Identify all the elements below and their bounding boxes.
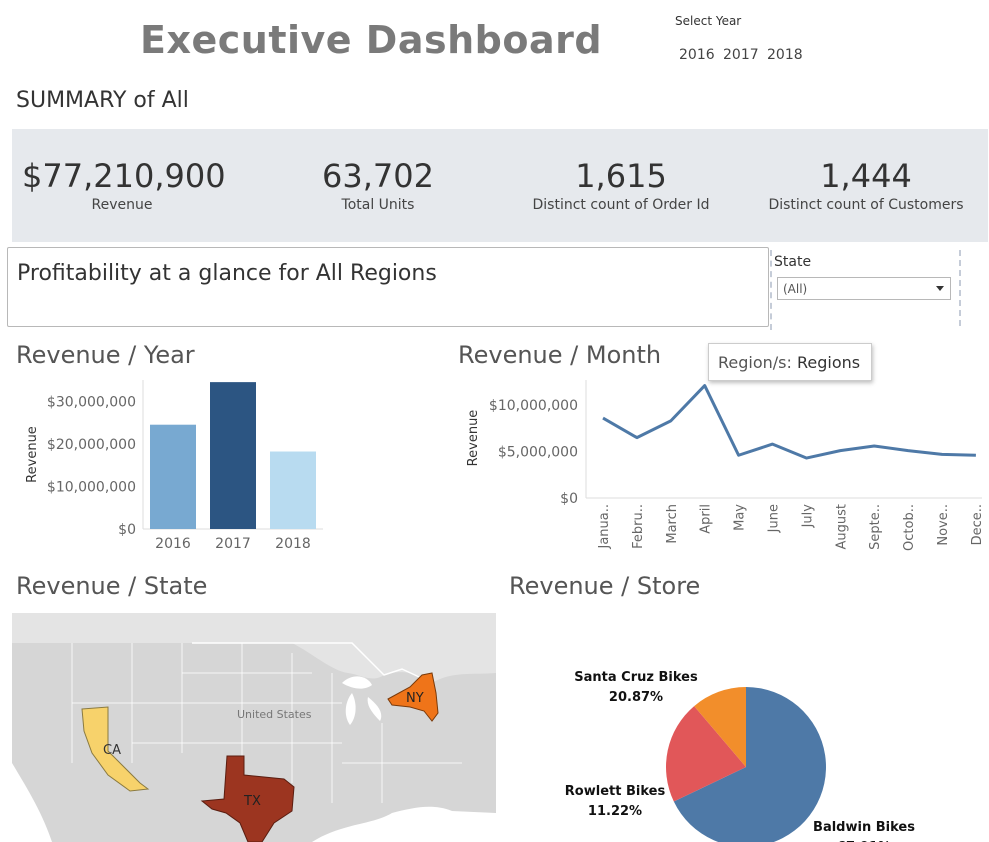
state-ny[interactable] [387, 672, 439, 722]
bar-2016[interactable] [150, 424, 196, 529]
pie-slice-rowlett-bikes[interactable] [694, 687, 746, 767]
x-tick-label: July [800, 504, 815, 529]
kpi-value: 1,444 [820, 157, 912, 195]
x-tick-label: May [733, 504, 748, 531]
state-ca[interactable] [81, 706, 150, 792]
tooltip-prefix: Region/s: [718, 353, 792, 372]
bar-2017[interactable] [210, 382, 256, 529]
kpi-label: Distinct count of Order Id [532, 197, 710, 213]
divider [770, 250, 772, 330]
revenue-year-chart: $0 $10,000,000 $20,000,000 $30,000,000 Reven… [25, 380, 323, 552]
revenue-state-map[interactable]: United States CA TX NY [12, 613, 496, 842]
year-filter-label: Select Year [675, 14, 742, 28]
revenue-line[interactable] [602, 384, 976, 460]
divider [959, 250, 961, 326]
revenue-store-pie: Santa Cruz Bikes 20.87% Rowlett Bikes 11.22… [565, 670, 915, 842]
kpi-total-units: 63,702 Total Units [278, 157, 478, 213]
y-tick-label: $20,000,000 [47, 437, 136, 453]
x-tick-label: Dece.. [970, 504, 985, 545]
kpi-value: $77,210,900 [22, 157, 226, 195]
kpi-value: 63,702 [322, 157, 434, 195]
x-tick-label: 2018 [275, 536, 311, 552]
y-axis-label: Revenue [466, 410, 481, 467]
y-tick-label: $10,000,000 [489, 398, 578, 414]
state-label-tx: TX [243, 794, 261, 809]
year-option-2018[interactable]: 2018 [767, 47, 803, 63]
lake [342, 676, 372, 689]
gulf [312, 806, 496, 842]
pie-label: Baldwin Bikes [813, 820, 915, 835]
kpi-value: 1,615 [575, 157, 667, 195]
y-tick-label: $0 [560, 491, 578, 507]
pie-slice-santa-cruz-bikes[interactable] [666, 706, 746, 802]
state-dropdown[interactable]: (All) [777, 277, 951, 300]
x-tick-label: 2017 [215, 536, 251, 552]
year-option-2017[interactable]: 2017 [723, 47, 759, 63]
x-tick-label: March [665, 504, 680, 544]
kpi-label: Total Units [341, 197, 415, 213]
x-tick-label: Nove.. [936, 504, 951, 546]
y-tick-label: $30,000,000 [47, 394, 136, 410]
kpi-order-count: 1,615 Distinct count of Order Id [510, 157, 732, 213]
pacific [12, 763, 52, 842]
pie-label: Rowlett Bikes [565, 784, 666, 799]
x-tick-label: April [699, 504, 714, 534]
y-tick-label: $5,000,000 [498, 445, 578, 461]
state-label-ca: CA [103, 743, 121, 758]
pie-percent: 11.22% [588, 804, 642, 819]
lake [367, 697, 382, 721]
kpi-customer-count: 1,444 Distinct count of Customers [756, 157, 976, 213]
profitability-box: Profitability at a glance for All Region… [7, 247, 769, 327]
region-tooltip: Region/s: Regions [708, 343, 872, 381]
chevron-down-icon [936, 286, 944, 291]
page-title: Executive Dashboard [140, 18, 603, 62]
country-label: United States [237, 708, 312, 721]
revenue-state-title: Revenue / State [16, 572, 208, 600]
y-tick-label: $10,000,000 [47, 479, 136, 495]
border-line [192, 642, 433, 684]
bar-2018[interactable] [270, 451, 316, 529]
tooltip-value: Regions [796, 353, 861, 372]
kpi-revenue: $77,210,900 Revenue [22, 157, 226, 213]
x-tick-label: August [834, 504, 849, 550]
year-option-2016[interactable]: 2016 [679, 47, 715, 63]
state-tx[interactable] [200, 755, 295, 842]
lake [345, 693, 356, 725]
summary-title: SUMMARY of All [16, 88, 189, 113]
profitability-title: Profitability at a glance for All Region… [17, 261, 437, 286]
revenue-store-title: Revenue / Store [509, 572, 701, 600]
y-tick-label: $0 [118, 522, 136, 538]
kpi-label: Distinct count of Customers [768, 197, 964, 213]
x-tick-label: Octob.. [902, 504, 917, 551]
x-tick-label: Febru.. [631, 504, 646, 549]
x-tick-label: June [767, 504, 782, 533]
x-tick-label: Janua.. [597, 504, 612, 550]
kpi-label: Revenue [91, 197, 153, 213]
revenue-month-title: Revenue / Month [458, 341, 662, 369]
x-tick-label: Septe.. [868, 504, 883, 550]
revenue-month-chart: $0 $5,000,000 $10,000,000 Revenue Janua.. Feb… [466, 380, 985, 551]
kpi-band: $77,210,900 Revenue 63,702 Total Units 1… [12, 129, 988, 242]
pie-label: Santa Cruz Bikes [574, 670, 698, 685]
pie-percent: 67.91% [837, 840, 891, 842]
state-borders [71, 643, 462, 803]
state-filter-label: State [774, 254, 812, 270]
revenue-year-title: Revenue / Year [16, 341, 195, 369]
state-dropdown-value: (All) [783, 282, 808, 296]
y-axis-label: Revenue [25, 426, 40, 483]
x-tick-label: 2016 [155, 536, 191, 552]
pie-slice-baldwin-bikes[interactable] [673, 687, 826, 842]
state-label-ny: NY [406, 691, 424, 706]
pie-percent: 20.87% [609, 690, 663, 705]
